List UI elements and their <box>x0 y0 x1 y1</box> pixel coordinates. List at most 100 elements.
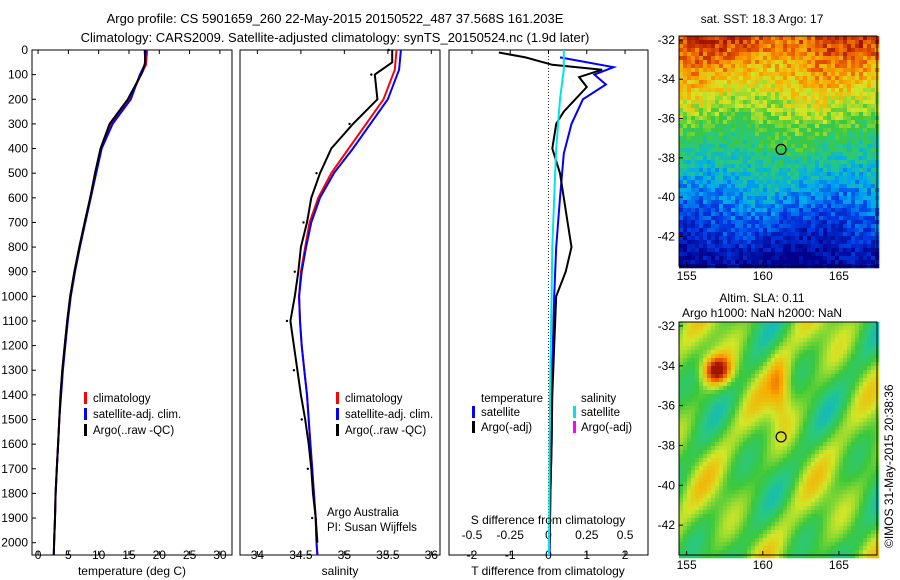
map-cell <box>711 362 716 367</box>
map-cell <box>795 442 800 447</box>
map-cell <box>811 366 816 371</box>
map-cell <box>751 342 756 347</box>
map-cell <box>687 184 692 189</box>
map-cell <box>771 88 776 93</box>
map-cell <box>715 466 720 471</box>
map-cell <box>743 228 748 233</box>
map-cell <box>771 228 776 233</box>
map-cell <box>799 458 804 463</box>
map-cell <box>715 442 720 447</box>
map-cell <box>767 72 772 77</box>
x-tick-label: -1 <box>505 548 516 562</box>
map-cell <box>739 136 744 141</box>
map-cell <box>827 116 832 121</box>
map-cell <box>775 200 780 205</box>
map-cell <box>803 168 808 173</box>
map-cell <box>719 164 724 169</box>
map-cell <box>803 454 808 459</box>
map-cell <box>695 322 700 327</box>
map-cell <box>831 466 836 471</box>
map-cell <box>819 374 824 379</box>
map-cell <box>755 156 760 161</box>
map-cell <box>791 64 796 69</box>
map-cell <box>839 80 844 85</box>
map-cell <box>851 256 856 261</box>
map-cell <box>775 386 780 391</box>
map-cell <box>707 164 712 169</box>
map-cell <box>755 326 760 331</box>
map-cell <box>855 458 860 463</box>
map-cell <box>727 152 732 157</box>
map-cell <box>859 96 864 101</box>
map-cell <box>707 152 712 157</box>
map-cell <box>815 188 820 193</box>
map-cell <box>871 208 876 213</box>
map-cell <box>863 458 868 463</box>
map-cell <box>723 168 728 173</box>
map-cell <box>751 252 756 257</box>
map-cell <box>803 470 808 475</box>
y-tick-label: 1000 <box>1 289 28 303</box>
map-cell <box>831 156 836 161</box>
map-cell <box>699 108 704 113</box>
map-cell <box>799 60 804 65</box>
map-cell <box>703 124 708 129</box>
map-cell <box>735 406 740 411</box>
map-cell <box>767 414 772 419</box>
map-cell <box>847 454 852 459</box>
map-cell <box>843 326 848 331</box>
map-cell <box>771 350 776 355</box>
map-cell <box>827 196 832 201</box>
map-cell <box>759 164 764 169</box>
map-cell <box>847 48 852 53</box>
map-cell <box>707 44 712 49</box>
map-cell <box>691 446 696 451</box>
map-cell <box>867 124 872 129</box>
map-cell <box>755 458 760 463</box>
map-cell <box>839 326 844 331</box>
map-cell <box>711 164 716 169</box>
map-cell <box>763 40 768 45</box>
map-cell <box>795 422 800 427</box>
map-cell <box>739 144 744 149</box>
map-cell <box>767 260 772 265</box>
depth-axis-ticks: 0100200300400500600700800900100011001200… <box>1 43 36 550</box>
map-cell <box>747 462 752 467</box>
map-cell <box>771 236 776 241</box>
map-cell <box>847 362 852 367</box>
map-cell <box>839 108 844 113</box>
map-cell <box>791 52 796 57</box>
map-cell <box>811 68 816 73</box>
map-cell <box>711 228 716 233</box>
map-cell <box>759 152 764 157</box>
map-cell <box>731 88 736 93</box>
map-cell <box>711 462 716 467</box>
map-cell <box>823 88 828 93</box>
map-cell <box>723 256 728 261</box>
map-cell <box>799 188 804 193</box>
map-cell <box>863 116 868 121</box>
map-cell <box>807 48 812 53</box>
map-cell <box>763 176 768 181</box>
map-cell <box>731 442 736 447</box>
map-cell <box>783 124 788 129</box>
map-cell <box>779 418 784 423</box>
map-cell <box>779 48 784 53</box>
map-cell <box>771 240 776 245</box>
map-cell <box>859 402 864 407</box>
map-cell <box>787 92 792 97</box>
legend-swatch-satellite <box>336 408 339 420</box>
map-cell <box>843 418 848 423</box>
map-cell <box>799 208 804 213</box>
map-cell <box>747 354 752 359</box>
map-cell <box>839 232 844 237</box>
map-cell <box>703 422 708 427</box>
map-cell <box>703 346 708 351</box>
map-cell <box>835 470 840 475</box>
map-cell <box>807 172 812 177</box>
map-cell <box>863 244 868 249</box>
map-cell <box>807 88 812 93</box>
map-cell <box>795 326 800 331</box>
map-cell <box>831 354 836 359</box>
y-tick-label: 0 <box>21 43 28 57</box>
